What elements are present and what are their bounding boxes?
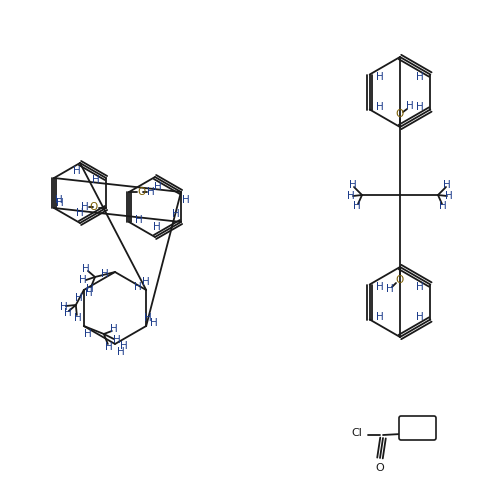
Text: H: H: [353, 201, 361, 211]
Text: H: H: [406, 101, 414, 111]
Text: H: H: [82, 264, 90, 274]
Text: H: H: [443, 180, 451, 190]
Text: H: H: [376, 312, 383, 322]
Text: H: H: [56, 198, 64, 208]
Text: H: H: [147, 187, 155, 197]
Text: H: H: [386, 284, 394, 294]
Text: H: H: [101, 269, 109, 279]
Text: Cl: Cl: [352, 428, 363, 438]
Text: H: H: [153, 222, 161, 232]
Text: H: H: [85, 288, 93, 298]
Text: H: H: [79, 275, 87, 285]
Text: H: H: [349, 180, 357, 190]
Text: H: H: [75, 293, 83, 303]
Text: H: H: [134, 282, 142, 292]
Text: H: H: [144, 313, 152, 323]
Text: H: H: [113, 335, 121, 345]
FancyBboxPatch shape: [399, 416, 436, 440]
Text: H: H: [135, 215, 143, 225]
Text: H: H: [445, 191, 453, 201]
Text: H: H: [92, 175, 100, 185]
Text: H: H: [81, 202, 89, 212]
Text: H: H: [76, 208, 84, 218]
Text: H: H: [347, 191, 355, 201]
Text: H: H: [439, 201, 447, 211]
Text: O: O: [90, 202, 98, 212]
Text: H: H: [110, 324, 118, 334]
Text: O: O: [396, 275, 404, 285]
Text: H: H: [416, 312, 424, 322]
Text: H: H: [182, 195, 190, 205]
Text: H: H: [154, 182, 162, 192]
Text: H: H: [64, 308, 72, 318]
Text: Abs: Abs: [407, 424, 427, 434]
Text: H: H: [376, 282, 383, 292]
Text: H: H: [142, 277, 150, 287]
Text: H: H: [172, 209, 180, 219]
Text: H: H: [150, 318, 158, 328]
Text: H: H: [86, 284, 94, 294]
Text: H: H: [117, 347, 125, 357]
Text: H: H: [416, 102, 424, 113]
Text: O: O: [375, 463, 384, 473]
Text: H: H: [60, 302, 68, 312]
Text: O: O: [396, 109, 404, 119]
Text: H: H: [376, 72, 383, 82]
Text: H: H: [416, 282, 424, 292]
Text: H: H: [55, 195, 63, 205]
Text: H: H: [120, 341, 128, 351]
Text: H: H: [105, 342, 113, 352]
Text: H: H: [376, 102, 383, 113]
Text: H: H: [74, 313, 82, 323]
Text: H: H: [84, 329, 92, 339]
Text: O: O: [137, 187, 145, 197]
Text: H: H: [73, 166, 81, 176]
Text: H: H: [416, 72, 424, 82]
